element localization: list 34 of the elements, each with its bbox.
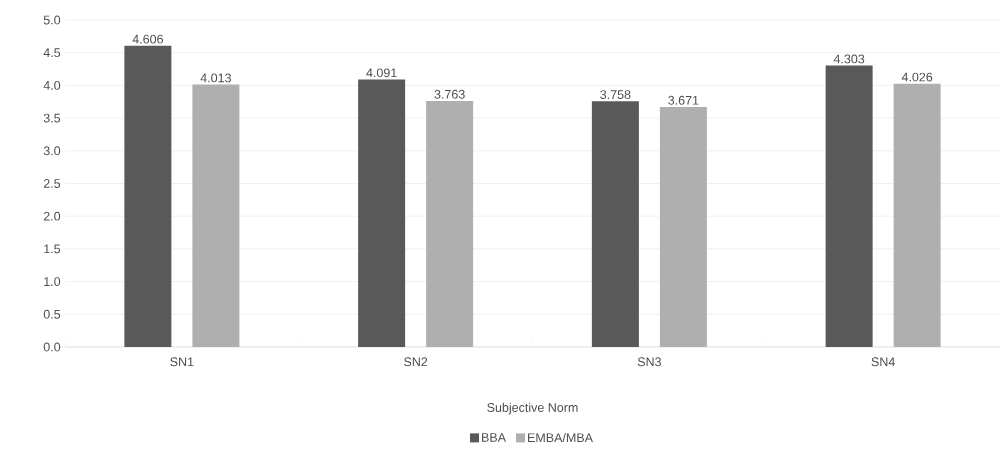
bar [426,100,474,347]
x-axis-title: Subjective Norm [487,402,578,415]
bar [893,83,941,347]
legend-label: EMBA/MBA [528,432,593,443]
y-tick-label: 1.0 [44,277,61,287]
bar [659,106,707,347]
y-tick-label: 3.5 [43,113,61,123]
x-tick-label: SN2 [404,357,428,367]
bar [591,101,639,347]
y-tick-label: 2.0 [43,211,61,221]
data-label: 3.758 [600,90,631,100]
bar [825,65,873,347]
bar [358,79,406,347]
y-tick-label: 0.0 [43,342,61,352]
y-tick-label: 1.5 [44,244,61,254]
y-tick-label: 2.5 [43,179,61,188]
y-tick-label: 0.5 [43,309,61,319]
x-tick-label: SN1 [170,357,194,367]
data-label: 4.026 [901,72,933,82]
data-label: 4.303 [833,54,865,64]
y-tick-label: 3.0 [43,146,61,156]
data-label: 3.763 [434,89,465,99]
x-tick-label: SN4 [871,357,895,367]
data-label: 4.606 [132,34,163,44]
data-label: 4.013 [200,73,231,83]
data-label: 3.671 [668,95,699,105]
legend-label: BBA [482,433,506,442]
y-tick-label: 5.0 [43,15,61,25]
data-label: 4.091 [366,68,397,78]
x-tick-label: SN3 [637,357,661,367]
bar [192,84,240,347]
y-tick-label: 4.5 [43,48,61,58]
y-tick-label: 4.0 [43,80,61,90]
bar [124,45,172,347]
